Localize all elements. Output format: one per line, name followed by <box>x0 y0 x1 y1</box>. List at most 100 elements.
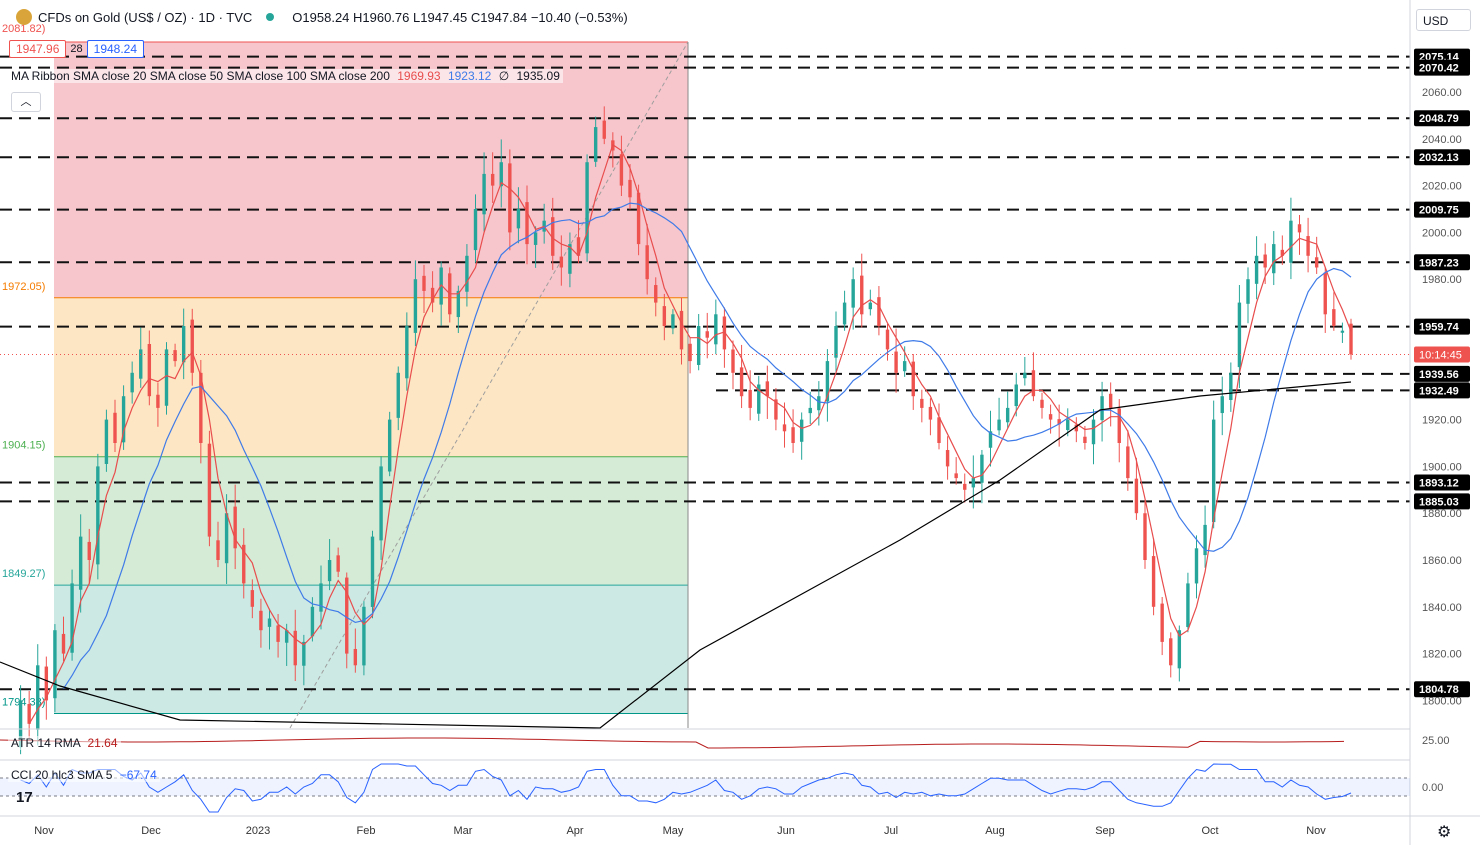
cci-legend[interactable]: CCI 20 hlc3 SMA 5 −67.74 <box>8 768 160 782</box>
price-tick-label: 1900.00 <box>1422 461 1462 473</box>
candle <box>1254 236 1259 300</box>
price-tick-label: 1920.00 <box>1422 415 1462 427</box>
candle-body <box>362 606 366 666</box>
candle-body <box>1203 524 1207 556</box>
candle <box>937 403 941 450</box>
candle-body <box>559 256 564 268</box>
time-tick-label: Aug <box>985 825 1005 837</box>
candle <box>430 271 435 313</box>
candle-body <box>139 349 143 379</box>
fib-level-label: 2081.82) <box>2 23 45 35</box>
candle <box>490 152 495 203</box>
candle-body <box>1160 603 1164 642</box>
candle <box>1040 392 1044 419</box>
candle <box>1091 409 1096 465</box>
buy-price-button[interactable]: 1948.24 <box>86 40 145 58</box>
candle-body <box>370 536 375 607</box>
candle <box>679 297 684 365</box>
candle-body <box>1005 407 1010 423</box>
candle-body <box>284 630 289 643</box>
candle <box>971 455 976 509</box>
candle-body <box>1151 556 1156 607</box>
cci-value: −67.74 <box>119 768 157 782</box>
candle <box>817 381 821 426</box>
gear-icon[interactable]: ⚙ <box>1437 824 1452 841</box>
candle <box>1014 372 1018 417</box>
candle <box>250 579 255 619</box>
sell-price-button[interactable]: 1947.96 <box>9 40 67 58</box>
candle <box>242 528 246 599</box>
candle <box>1117 399 1121 463</box>
candle-body <box>216 540 220 560</box>
candle-body <box>276 625 280 642</box>
candle-body <box>1246 279 1250 304</box>
candle-body <box>997 419 1001 431</box>
ma-ribbon-legend[interactable]: MA Ribbon SMA close 20 SMA close 50 SMA … <box>8 69 563 83</box>
candle-body <box>319 583 323 612</box>
candle <box>207 430 212 547</box>
price-tick-label: 2040.00 <box>1422 134 1462 146</box>
candle <box>705 312 709 359</box>
candle-body <box>1263 254 1267 268</box>
candle-body <box>1323 272 1327 315</box>
candle-body <box>842 302 847 325</box>
candle-body <box>791 427 795 443</box>
price-tick-label: 2000.00 <box>1422 227 1462 239</box>
candle <box>216 521 220 568</box>
candle-body <box>336 555 340 572</box>
candle-body <box>250 590 255 607</box>
candle-body <box>817 396 821 411</box>
candle <box>757 375 761 421</box>
candle <box>164 342 169 415</box>
candle <box>894 328 898 393</box>
candle <box>825 349 830 422</box>
candle-body <box>1169 638 1173 666</box>
candle-body <box>525 202 529 245</box>
candle <box>1280 235 1285 265</box>
candle-body <box>851 279 855 308</box>
collapse-legend-button[interactable]: ︿ <box>11 92 41 112</box>
candle <box>465 244 469 307</box>
candle <box>422 264 426 313</box>
candle <box>405 312 409 391</box>
trade-boxes: 1947.96 28 1948.24 <box>9 40 145 58</box>
level-price-label: 2032.13 <box>1419 152 1459 164</box>
candle-body <box>911 361 915 397</box>
candle-body <box>508 163 512 233</box>
candle-body <box>662 306 667 326</box>
candle <box>233 484 237 570</box>
price-tick-label: 1800.00 <box>1422 695 1462 707</box>
level-price-label: 2009.75 <box>1419 205 1459 217</box>
candle <box>173 343 177 367</box>
candle <box>36 644 40 746</box>
level-price-label: 1959.74 <box>1419 322 1460 334</box>
candle <box>765 365 770 419</box>
candle-body <box>302 641 306 666</box>
candle <box>842 290 847 331</box>
time-tick-label: Mar <box>454 825 473 837</box>
candle <box>1074 417 1079 443</box>
level-price-tag <box>1414 318 1470 335</box>
time-tick-label: Apr <box>566 825 583 837</box>
time-tick-label: Feb <box>357 825 376 837</box>
candle <box>1194 535 1199 599</box>
candle-body <box>585 162 589 254</box>
candle-body <box>422 275 426 291</box>
time-tick-label: Sep <box>1095 825 1115 837</box>
level-price-label: 1932.49 <box>1419 385 1459 397</box>
price-tick-label: 1980.00 <box>1422 274 1462 286</box>
candle-body <box>1091 419 1096 445</box>
candle-body <box>465 255 469 292</box>
candle <box>696 314 701 371</box>
candle-body <box>53 630 57 699</box>
candle <box>413 260 418 347</box>
candle-body <box>808 407 812 414</box>
chart-header: CFDs on Gold (US$ / OZ) · 1D · TVC O1958… <box>16 9 628 25</box>
candle-body <box>233 506 237 549</box>
currency-selector[interactable]: USD <box>1416 9 1471 31</box>
candle <box>345 572 349 669</box>
candle-body <box>1211 419 1216 523</box>
atr-legend[interactable]: ATR 14 RMA 21.64 <box>8 736 121 750</box>
candle-body <box>36 665 40 730</box>
